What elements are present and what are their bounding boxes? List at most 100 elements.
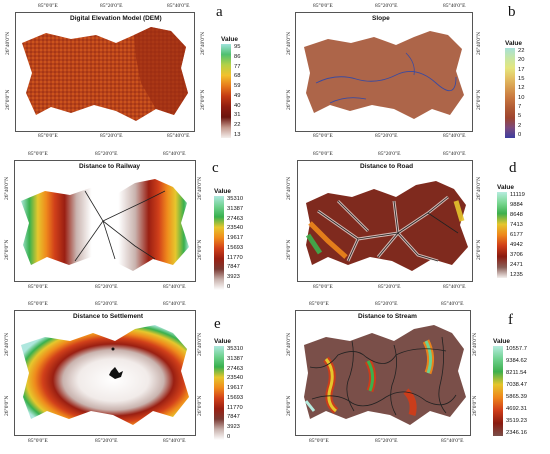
left-coord: 26°0'0"N — [286, 395, 292, 416]
legend-value: 23540 — [227, 225, 244, 232]
panel-distance-railway: 85°0'0"E 85°20'0"E 85°40'0"E 26°0'0"N 26… — [0, 148, 275, 298]
right-coord: 26°0'0"N — [476, 89, 482, 110]
right-coord: 26°0'0"N — [476, 239, 482, 260]
panel-distance-settlement: 85°0'0"E 85°20'0"E 85°40'0"E 26°0'0"N 26… — [0, 298, 275, 454]
top-coord: 85°40'0"E — [441, 301, 464, 307]
panel-letter: e — [214, 316, 221, 332]
top-coord: 85°20'0"E — [95, 301, 118, 307]
legend-value: 7 — [518, 103, 522, 110]
legend-value: 35310 — [227, 346, 244, 352]
legend-value: 5865.39 — [506, 394, 527, 400]
legend-value: 15 — [518, 75, 525, 82]
panel-letter: f — [508, 312, 513, 328]
panel-dem: 85°0'0"E 85°20'0"E 85°40'0"E 26°0'0"N 26… — [0, 0, 275, 148]
top-coord: 85°40'0"E — [163, 301, 186, 307]
settlement-map — [21, 325, 189, 425]
top-coord: 85°20'0"E — [378, 151, 401, 157]
bottom-coord: 85°40'0"E — [443, 133, 466, 139]
left-coord: 26°40'0"N — [4, 332, 10, 356]
top-coord: 85°0'0"E — [38, 3, 58, 9]
legend-value: 7847 — [227, 414, 240, 421]
legend-value: 31 — [234, 112, 241, 119]
top-coord: 85°40'0"E — [443, 151, 466, 157]
panel-letter: b — [508, 4, 516, 20]
legend-value: 59 — [234, 83, 241, 90]
legend-value: 4692.31 — [506, 406, 527, 412]
legend-value: 15693 — [227, 244, 244, 251]
legend-value: 19617 — [227, 385, 244, 392]
legend-value: 2471 — [510, 262, 523, 268]
panel-letter: a — [216, 4, 223, 20]
legend-value: 10 — [518, 94, 525, 101]
left-coord: 26°0'0"N — [286, 89, 292, 110]
right-coord: 26°40'0"N — [476, 176, 482, 200]
right-coord: 26°0'0"N — [472, 395, 478, 416]
legend-value: 6177 — [510, 232, 523, 238]
road-map — [305, 181, 468, 271]
map-frame: Distance to Road — [297, 160, 473, 282]
legend-value: 68 — [234, 73, 241, 80]
legend-value: 7847 — [227, 264, 240, 271]
legend-value: 31387 — [227, 355, 244, 362]
legend-value: 27463 — [227, 215, 244, 222]
bottom-coord: 85°20'0"E — [375, 133, 398, 139]
legend-value: 9384.62 — [506, 358, 527, 364]
legend-color-bar — [497, 192, 507, 278]
map-title: Distance to Settlement — [73, 313, 144, 320]
legend-value: 77 — [234, 63, 241, 70]
legend-value: 0 — [518, 131, 522, 138]
legend-value: 11770 — [227, 404, 243, 411]
legend-road: Value 11119 9884 8648 7413 6177 4942 3706 2471 1… — [497, 184, 525, 278]
bottom-coord: 85°20'0"E — [95, 438, 118, 444]
map-title: Distance to Road — [360, 163, 414, 170]
top-coord: 85°20'0"E — [95, 151, 118, 157]
bottom-coord: 85°40'0"E — [441, 438, 464, 444]
legend-settlement: Value 35310 31387 27463 23540 19617 15693 1177… — [214, 338, 243, 440]
top-coord: 85°0'0"E — [313, 3, 333, 9]
map-frame: Distance to Railway — [14, 160, 196, 282]
legend-stream: Value 10557.7 9384.62 8211.54 7038.47 5865.3… — [493, 338, 527, 436]
left-coord: 26°0'0"N — [4, 395, 10, 416]
legend-value: 3923 — [227, 274, 240, 281]
panel-distance-stream: 85°0'0"E 85°20'0"E 85°40'0"E 26°0'0"N 26… — [283, 298, 550, 454]
bottom-coord: 85°0'0"E — [309, 438, 329, 444]
legend-value: 10557.7 — [506, 346, 527, 352]
right-coord: 26°40'0"N — [197, 332, 203, 356]
legend-value: 86 — [234, 53, 241, 60]
legend-value: 13 — [234, 131, 241, 138]
legend-title: Value — [221, 36, 238, 43]
top-coord: 85°0'0"E — [28, 301, 48, 307]
legend-title: Value — [214, 188, 231, 195]
bottom-coord: 85°0'0"E — [313, 284, 333, 290]
legend-value: 2 — [518, 122, 522, 129]
map-frame: Slope — [295, 12, 473, 132]
right-coord: 26°0'0"N — [200, 89, 206, 110]
legend-title: Value — [214, 338, 231, 345]
legend-value: 3519.23 — [506, 418, 527, 424]
right-coord: 26°40'0"N — [197, 176, 203, 200]
legend-value: 49 — [234, 92, 241, 99]
legend-color-bar — [505, 48, 515, 138]
panel-slope: 85°0'0"E 85°20'0"E 85°40'0"E 26°0'0"N 26… — [283, 0, 550, 148]
stream-map — [304, 325, 466, 425]
map-frame: Digital Elevation Model (DEM) — [15, 12, 195, 132]
bottom-coord: 85°20'0"E — [378, 284, 401, 290]
top-coord: 85°0'0"E — [309, 301, 329, 307]
left-coord: 26°40'0"N — [286, 332, 292, 356]
left-coord: 26°40'0"N — [286, 31, 292, 55]
map-title: Digital Elevation Model (DEM) — [70, 15, 162, 22]
legend-value: 8648 — [510, 212, 523, 218]
legend-labels: 35310 31387 27463 23540 19617 15693 11770 7847 3… — [227, 196, 243, 290]
bottom-coord: 85°40'0"E — [163, 438, 186, 444]
map-frame: Distance to Settlement — [14, 310, 196, 436]
legend-value: 95 — [234, 44, 241, 50]
right-coord: 26°40'0"N — [472, 332, 478, 356]
legend-dem: Value 95 86 77 68 59 49 40 31 22 13 — [221, 36, 240, 138]
legend-value: 0 — [227, 433, 231, 440]
right-coord: 26°0'0"N — [197, 239, 203, 260]
bottom-coord: 85°0'0"E — [28, 438, 48, 444]
legend-slope: Value 22 20 17 15 12 10 7 5 2 0 — [505, 40, 524, 138]
panel-letter: c — [212, 160, 219, 176]
legend-value: 3923 — [227, 424, 240, 431]
panel-distance-road: 85°0'0"E 85°20'0"E 85°40'0"E 26°0'0"N 26… — [283, 148, 550, 298]
